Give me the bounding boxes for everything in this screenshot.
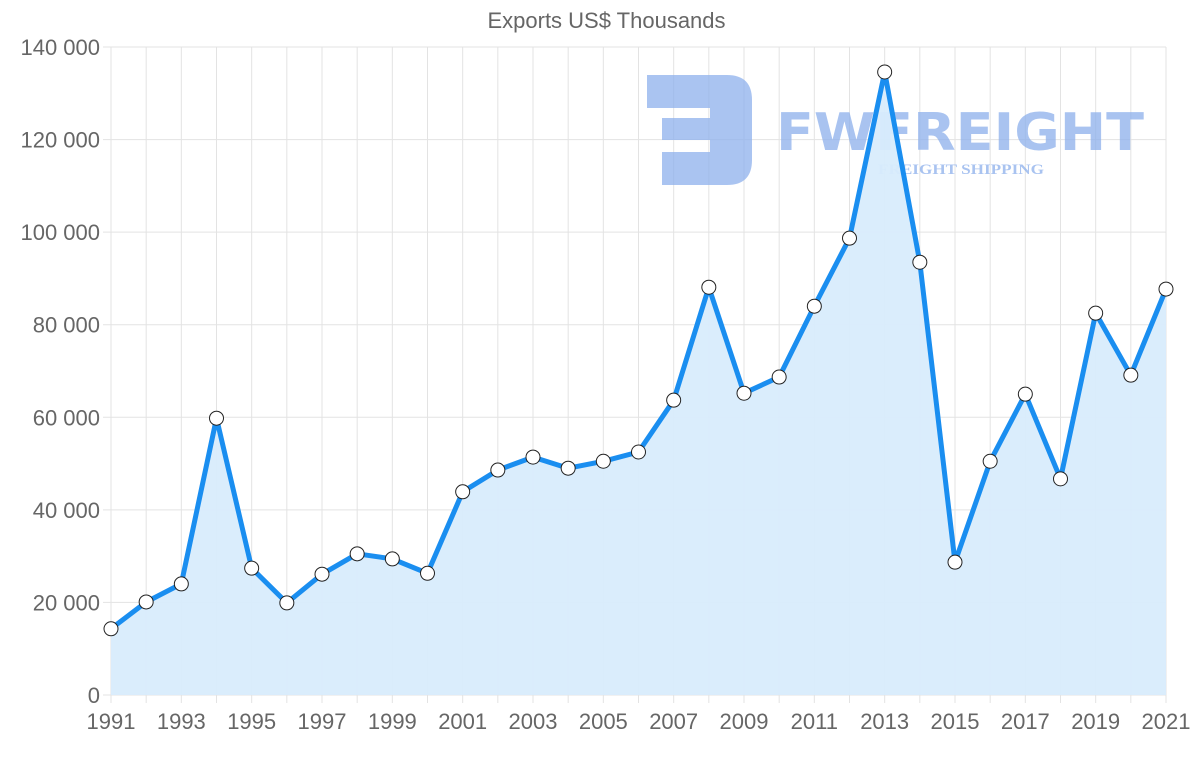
data-point-2010[interactable] — [771, 369, 787, 385]
data-point-2011[interactable] — [806, 298, 822, 314]
data-point-1996[interactable] — [279, 595, 295, 611]
data-point-2007[interactable] — [666, 392, 682, 408]
data-point-1991[interactable] — [103, 621, 119, 637]
data-point-2014[interactable] — [912, 254, 928, 270]
data-point-2002[interactable] — [490, 462, 506, 478]
data-point-2013[interactable] — [877, 64, 893, 80]
y-tick-label: 120 000 — [20, 128, 100, 153]
data-point-2006[interactable] — [631, 444, 646, 460]
x-tick-label: 2019 — [1071, 709, 1120, 734]
y-tick-label: 140 000 — [20, 35, 100, 60]
data-point-2021[interactable] — [1158, 281, 1174, 297]
x-tick-label: 1999 — [368, 709, 417, 734]
y-tick-label: 0 — [88, 683, 100, 708]
data-point-2001[interactable] — [455, 484, 471, 500]
y-axis: 0 20 000 40 000 60 000 80 000 100 000 120 000 1… — [20, 35, 100, 708]
x-tick-label: 2013 — [860, 709, 909, 734]
data-point-2017[interactable] — [1017, 386, 1033, 402]
y-tick-label: 40 000 — [33, 498, 100, 523]
x-axis: 1991 1993 1995 1997 1999 2001 2003 2005 2007 2009… — [87, 709, 1191, 734]
data-point-2018[interactable] — [1053, 471, 1068, 487]
data-point-1994[interactable] — [209, 410, 224, 426]
x-tick-label: 2011 — [791, 709, 838, 734]
x-tick-label: 2001 — [438, 709, 487, 734]
data-point-1995[interactable] — [244, 560, 260, 576]
data-point-2003[interactable] — [525, 449, 541, 465]
x-tick-label: 2017 — [1001, 709, 1050, 734]
data-point-2000[interactable] — [420, 565, 435, 581]
fwfreight-watermark: FWFREIGHT FREIGHT SHIPPING — [647, 75, 1145, 185]
data-point-2004[interactable] — [560, 460, 576, 476]
y-tick-label: 80 000 — [33, 313, 100, 338]
watermark-tagline: FREIGHT SHIPPING — [878, 162, 1044, 178]
data-point-2020[interactable] — [1123, 367, 1139, 383]
x-tick-label: 1997 — [298, 709, 347, 734]
x-tick-label: 1991 — [87, 709, 136, 734]
data-point-2015[interactable] — [947, 554, 963, 570]
x-tick-label: 2009 — [720, 709, 769, 734]
x-tick-label: 2007 — [649, 709, 698, 734]
data-point-2009[interactable] — [736, 385, 752, 401]
data-point-1998[interactable] — [349, 546, 365, 562]
x-tick-label: 2005 — [579, 709, 628, 734]
watermark-brand: FWFREIGHT — [776, 103, 1145, 163]
data-point-2019[interactable] — [1088, 305, 1104, 321]
data-point-2012[interactable] — [842, 230, 857, 246]
x-tick-label: 2021 — [1142, 709, 1191, 734]
data-point-2008[interactable] — [701, 279, 717, 295]
data-point-1999[interactable] — [384, 551, 400, 567]
data-points — [103, 64, 1174, 637]
data-point-2016[interactable] — [982, 453, 998, 469]
data-point-1993[interactable] — [173, 576, 189, 592]
y-tick-label: 20 000 — [33, 590, 100, 615]
y-tick-label: 100 000 — [20, 220, 100, 245]
x-tick-label: 1993 — [157, 709, 206, 734]
area-fill — [111, 72, 1166, 695]
fwfreight-logo-icon — [647, 75, 752, 185]
data-point-1997[interactable] — [314, 566, 330, 582]
chart-title: Exports US$ Thousands — [487, 8, 726, 33]
data-point-2005[interactable] — [595, 453, 611, 469]
y-tick-label: 60 000 — [33, 405, 100, 430]
x-tick-label: 2003 — [509, 709, 558, 734]
x-tick-label: 1995 — [227, 709, 276, 734]
data-point-1992[interactable] — [138, 594, 154, 610]
x-tick-label: 2015 — [931, 709, 980, 734]
